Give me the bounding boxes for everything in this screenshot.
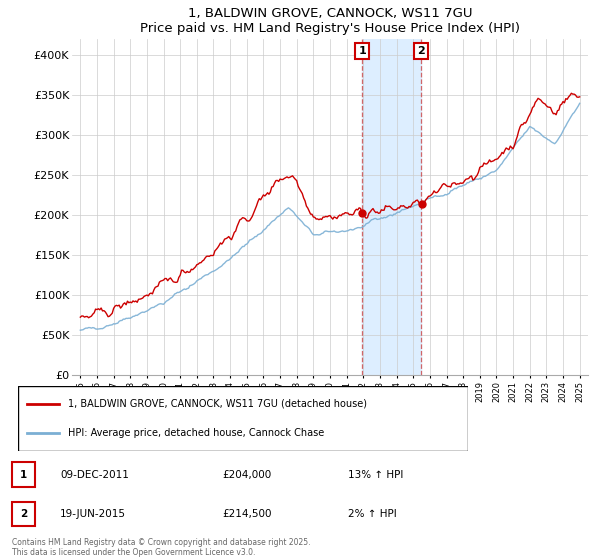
FancyBboxPatch shape bbox=[18, 386, 468, 451]
Title: 1, BALDWIN GROVE, CANNOCK, WS11 7GU
Price paid vs. HM Land Registry's House Pric: 1, BALDWIN GROVE, CANNOCK, WS11 7GU Pric… bbox=[140, 7, 520, 35]
Text: 1, BALDWIN GROVE, CANNOCK, WS11 7GU (detached house): 1, BALDWIN GROVE, CANNOCK, WS11 7GU (det… bbox=[67, 399, 367, 409]
Text: 09-DEC-2011: 09-DEC-2011 bbox=[60, 469, 129, 479]
Text: Contains HM Land Registry data © Crown copyright and database right 2025.
This d: Contains HM Land Registry data © Crown c… bbox=[12, 538, 311, 557]
Text: HPI: Average price, detached house, Cannock Chase: HPI: Average price, detached house, Cann… bbox=[67, 428, 324, 438]
Text: 2: 2 bbox=[20, 509, 27, 519]
Text: £214,500: £214,500 bbox=[222, 509, 271, 519]
Text: 1: 1 bbox=[358, 46, 366, 56]
Text: 19-JUN-2015: 19-JUN-2015 bbox=[60, 509, 126, 519]
Text: 1: 1 bbox=[20, 469, 27, 479]
Text: 13% ↑ HPI: 13% ↑ HPI bbox=[348, 469, 403, 479]
Bar bbox=[362, 39, 421, 375]
Text: 2: 2 bbox=[417, 46, 425, 56]
Text: 2% ↑ HPI: 2% ↑ HPI bbox=[348, 509, 397, 519]
Text: £204,000: £204,000 bbox=[222, 469, 271, 479]
FancyBboxPatch shape bbox=[12, 463, 35, 487]
FancyBboxPatch shape bbox=[12, 502, 35, 526]
